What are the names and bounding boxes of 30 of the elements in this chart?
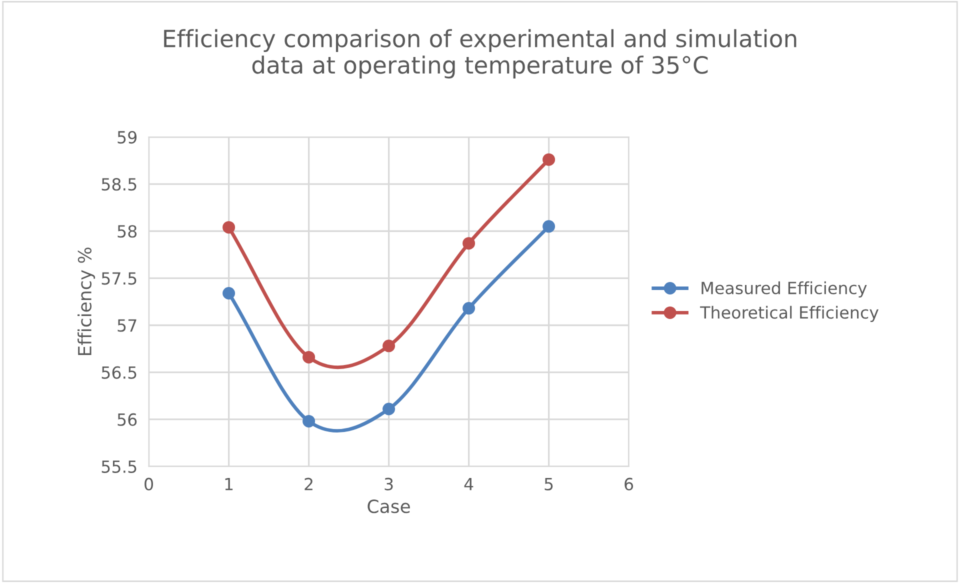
- point: [542, 220, 556, 233]
- y-tick-label: 55.5: [102, 460, 136, 473]
- y-axis-title: Efficiency %: [78, 248, 96, 355]
- point: [462, 302, 476, 315]
- y-tick-label: 58.5: [102, 178, 136, 191]
- y-tick-label: 57.5: [102, 272, 136, 285]
- x-tick-label: 2: [304, 478, 312, 490]
- point: [382, 340, 396, 352]
- legend-label: Measured Efficiency: [702, 281, 867, 298]
- y-tick-label: 58: [118, 225, 137, 238]
- point: [382, 402, 396, 416]
- point: [542, 153, 556, 166]
- point: [302, 350, 316, 364]
- x-tick-label: 0: [144, 478, 153, 490]
- y-tick-label: 59: [118, 130, 137, 144]
- point: [302, 414, 316, 428]
- x-tick-label: 6: [624, 478, 634, 490]
- x-tick-label: 3: [384, 478, 393, 490]
- y-tick-label: 57: [118, 319, 136, 332]
- y-tick-label: 56.5: [102, 366, 136, 379]
- chart-title: Efficiency comparison of experimental and simulation data at operating temperature of 35°C: [164, 29, 796, 78]
- point: [222, 286, 236, 300]
- x-axis-title: Case: [368, 500, 410, 514]
- x-tick-label: 1: [225, 478, 233, 490]
- x-tick-label: 5: [544, 478, 553, 490]
- point: [462, 237, 476, 250]
- legend-label: Theoretical Efficiency: [700, 306, 878, 322]
- x-tick-label: 4: [464, 478, 474, 490]
- point: [222, 221, 236, 234]
- y-tick-label: 56: [118, 413, 137, 426]
